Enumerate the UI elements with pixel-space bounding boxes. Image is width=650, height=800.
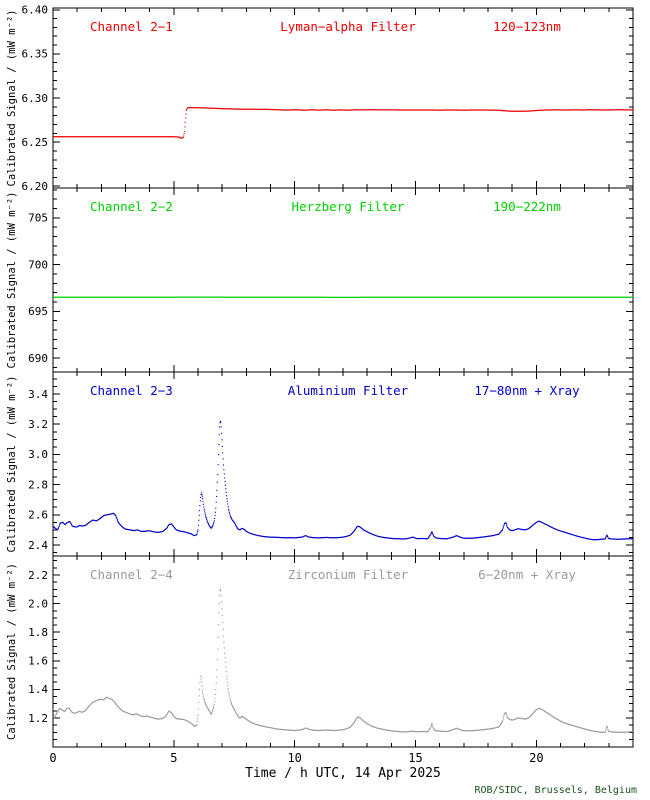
y-tick-label: 705 (28, 212, 48, 225)
y-tick-label: 1.8 (28, 626, 48, 639)
y-tick-label: 3.4 (28, 388, 48, 401)
panel-channel-label: Channel 2−1 (90, 19, 173, 34)
x-tick-label: 0 (49, 751, 56, 765)
panel-filter-label: Lyman−alpha Filter (280, 19, 416, 34)
y-tick-label: 1.2 (28, 712, 48, 725)
y-tick-label: 2.8 (28, 478, 48, 491)
y-tick-label: 3.0 (28, 448, 48, 461)
x-axis-title: Time / h UTC, 14 Apr 2025 (245, 766, 441, 781)
panel-channel-2-3: 2.4 2.6 2.8 3.0 3.2 3.4 Channel 2−3 Aluminium F… (6, 371, 634, 557)
y-axis-title: Calibrated Signal / (mW m⁻²) (6, 9, 18, 186)
panel-band-label: 120−123nm (493, 19, 561, 34)
y-tick-label: 2.2 (28, 569, 48, 582)
y-tick-label: 690 (28, 352, 48, 365)
x-tick-label: 5 (170, 751, 177, 765)
y-tick-label: 2.4 (28, 539, 48, 552)
y-axis-title: Calibrated Signal / (mW m⁻²) (6, 563, 18, 740)
y-tick-label: 6.25 (22, 136, 49, 149)
y-tick-label: 2.0 (28, 597, 48, 610)
y-tick-label: 6.40 (22, 4, 49, 17)
credit-text: ROB/SIDC, Brussels, Belgium (474, 785, 637, 796)
y-tick-label: 6.35 (22, 48, 49, 61)
panel-channel-label: Channel 2−3 (90, 383, 173, 398)
x-tick-label: 15 (408, 751, 422, 765)
y-tick-label: 6.30 (22, 92, 49, 105)
y-tick-label: 700 (28, 258, 48, 271)
data-series-channel-2-4 (53, 588, 633, 733)
panel-filter-label: Herzberg Filter (292, 199, 405, 214)
y-tick-label: 1.6 (28, 655, 48, 668)
data-series-channel-2-1 (53, 106, 633, 139)
y-tick-label: 1.4 (28, 683, 48, 696)
y-tick-label: 6.20 (22, 180, 49, 193)
panel-band-label: 17−80nm + Xray (474, 383, 580, 398)
panel-channel-label: Channel 2−4 (90, 567, 173, 582)
panel-filter-label: Zirconium Filter (288, 567, 409, 582)
panel-band-label: 190−222nm (493, 199, 561, 214)
panel-channel-2-4: 1.2 1.4 1.6 1.8 2.0 2.2 Channel 2−4 Zirconium F… (6, 555, 634, 748)
y-tick-label: 3.2 (28, 418, 48, 431)
panel-channel-2-1: 6.20 6.25 6.30 6.35 6.40 Channel 2−1 Lyman−alp… (6, 4, 634, 193)
y-tick-label: 695 (28, 305, 48, 318)
y-axis-title: Calibrated Signal / (mW m⁻²) (6, 191, 18, 368)
x-tick-label: 10 (287, 751, 301, 765)
panel-band-label: 6−20nm + Xray (478, 567, 576, 582)
y-tick-label: 2.6 (28, 509, 48, 522)
data-series-channel-2-3 (53, 420, 633, 541)
panel-channel-label: Channel 2−2 (90, 199, 173, 214)
y-axis-title: Calibrated Signal / (mW m⁻²) (6, 375, 18, 552)
panel-filter-label: Aluminium Filter (288, 383, 409, 398)
x-tick-label: 20 (529, 751, 543, 765)
